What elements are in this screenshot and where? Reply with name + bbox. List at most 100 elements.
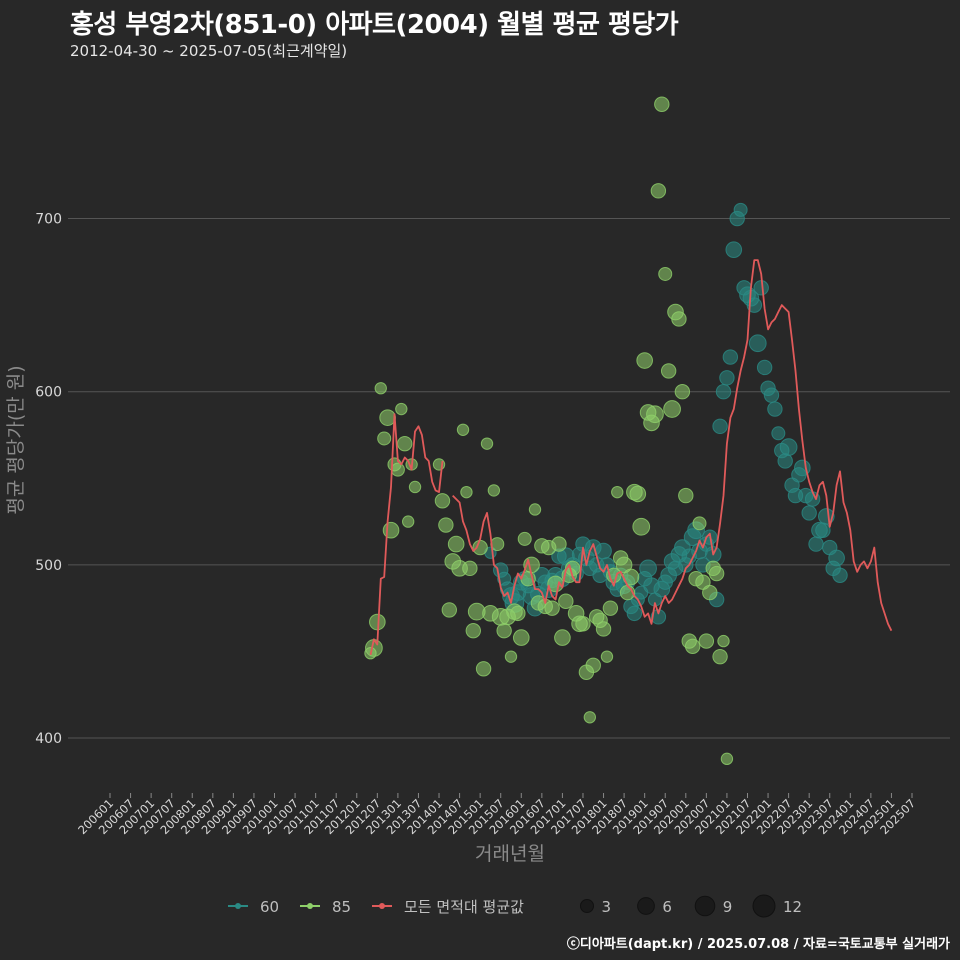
series-85-point bbox=[698, 633, 715, 649]
legend-size-label: 6 bbox=[662, 898, 672, 916]
series-85-point bbox=[654, 96, 670, 112]
average-line bbox=[369, 259, 893, 656]
series-85-point bbox=[558, 593, 574, 609]
y-tick-label: 500 bbox=[35, 558, 62, 574]
series-60-point bbox=[719, 370, 735, 386]
series-85-points bbox=[364, 96, 734, 766]
average-line-segment bbox=[369, 413, 444, 656]
series-85-point bbox=[374, 382, 387, 395]
chart-title: 홍성 부영2차(851-0) 아파트(2004) 월별 평균 평당가 bbox=[70, 10, 679, 40]
series-85-point bbox=[717, 634, 730, 648]
series-85-point bbox=[434, 493, 451, 509]
legend-size-circle bbox=[579, 898, 595, 914]
legend-key-dot bbox=[235, 903, 241, 909]
series-85-point bbox=[475, 661, 492, 677]
series-85-point bbox=[692, 516, 707, 531]
series-85-point bbox=[395, 402, 408, 416]
series-85-point bbox=[650, 183, 667, 199]
legend-key-dot bbox=[307, 903, 313, 909]
series-60-point bbox=[808, 536, 824, 552]
series-85-point bbox=[379, 409, 396, 426]
series-85-point bbox=[720, 752, 734, 766]
series-85-point bbox=[510, 605, 526, 622]
legend-size-label: 9 bbox=[723, 898, 733, 916]
series-85-point bbox=[600, 650, 614, 663]
series-85-point bbox=[660, 363, 677, 379]
series-60-points bbox=[484, 202, 848, 625]
series-85-point bbox=[441, 602, 458, 618]
series-85-point bbox=[678, 487, 694, 504]
legend-size-circle bbox=[637, 897, 655, 915]
series-85-point bbox=[629, 485, 647, 503]
legend-size-label: 3 bbox=[602, 898, 612, 916]
series-60-point bbox=[715, 384, 732, 400]
series-60-point bbox=[722, 349, 739, 365]
series-85-point bbox=[460, 485, 473, 499]
series-60-point bbox=[767, 401, 783, 417]
legend-key-dot bbox=[379, 903, 385, 909]
series-60-point bbox=[725, 241, 743, 259]
series-85-point bbox=[408, 480, 422, 494]
series-60-point bbox=[832, 567, 848, 583]
series-85-point bbox=[554, 629, 571, 646]
series-60-point bbox=[818, 508, 835, 525]
series-85-point bbox=[456, 423, 470, 436]
y-tick-label: 700 bbox=[35, 212, 62, 228]
x-tick-labels: 2006012006072007012007072008012008072009… bbox=[75, 793, 918, 837]
series-85-point bbox=[462, 560, 478, 577]
series-85-point bbox=[636, 352, 653, 369]
series-85-point bbox=[583, 711, 597, 724]
series-85-point bbox=[595, 621, 612, 637]
series-85-point bbox=[402, 515, 415, 528]
series-60-point bbox=[779, 438, 798, 456]
legend-label: 60 bbox=[260, 898, 279, 916]
series-85-point bbox=[585, 657, 601, 674]
legend: 60 85 모든 면적대 평균값 3 6 9 12 bbox=[228, 894, 802, 918]
y-axis-label: 평균 평당가(만 원) bbox=[5, 365, 27, 514]
series-60-point bbox=[639, 559, 657, 578]
series-85-point bbox=[632, 517, 651, 536]
series-85-point bbox=[712, 648, 728, 665]
series-60-point bbox=[733, 202, 748, 217]
series-85-point bbox=[438, 517, 454, 533]
series-85-point bbox=[382, 521, 400, 539]
legend-size-circle bbox=[694, 895, 716, 917]
series-60-point bbox=[801, 505, 817, 521]
series-85-point bbox=[487, 484, 501, 497]
series-85-point bbox=[512, 629, 530, 646]
series-85-point bbox=[517, 531, 532, 546]
series-60-point bbox=[595, 542, 612, 560]
y-tick-label: 600 bbox=[35, 385, 62, 401]
y-gridlines bbox=[68, 218, 950, 739]
series-60-point bbox=[748, 334, 767, 353]
series-85-point bbox=[377, 431, 392, 446]
series-60-point bbox=[815, 522, 831, 538]
y-tick-label: 400 bbox=[35, 731, 62, 747]
series-60-point bbox=[756, 359, 773, 376]
footer-credit: ⓒ디아파트(dapt.kr) / 2025.07.08 / 자료=국토교통부 실… bbox=[566, 937, 950, 952]
series-60-point bbox=[828, 549, 845, 567]
series-60-point bbox=[763, 387, 780, 403]
series-85-point bbox=[472, 539, 488, 556]
series-85-point bbox=[663, 400, 681, 418]
series-85-point bbox=[611, 485, 624, 499]
series-85-point bbox=[602, 600, 619, 616]
legend-label: 모든 면적대 평균값 bbox=[404, 898, 524, 916]
series-85-point bbox=[674, 384, 691, 400]
average-line-segment bbox=[452, 259, 893, 632]
series-85-point bbox=[496, 622, 512, 639]
x-axis-label: 거래년월 bbox=[475, 843, 545, 865]
series-85-point bbox=[504, 650, 518, 663]
legend-size-label: 12 bbox=[783, 898, 802, 916]
series-85-point bbox=[480, 437, 494, 450]
series-85-point bbox=[551, 536, 567, 552]
series-85-point bbox=[658, 266, 673, 281]
chart-subtitle: 2012-04-30 ~ 2025-07-05(최근계약일) bbox=[70, 42, 348, 60]
series-85-point bbox=[708, 565, 725, 582]
series-60-point bbox=[771, 426, 786, 441]
y-tick-labels: 400 500 600 700 bbox=[35, 212, 62, 748]
series-60-point bbox=[650, 609, 667, 625]
series-85-point bbox=[447, 535, 465, 553]
series-85-point bbox=[646, 405, 664, 424]
